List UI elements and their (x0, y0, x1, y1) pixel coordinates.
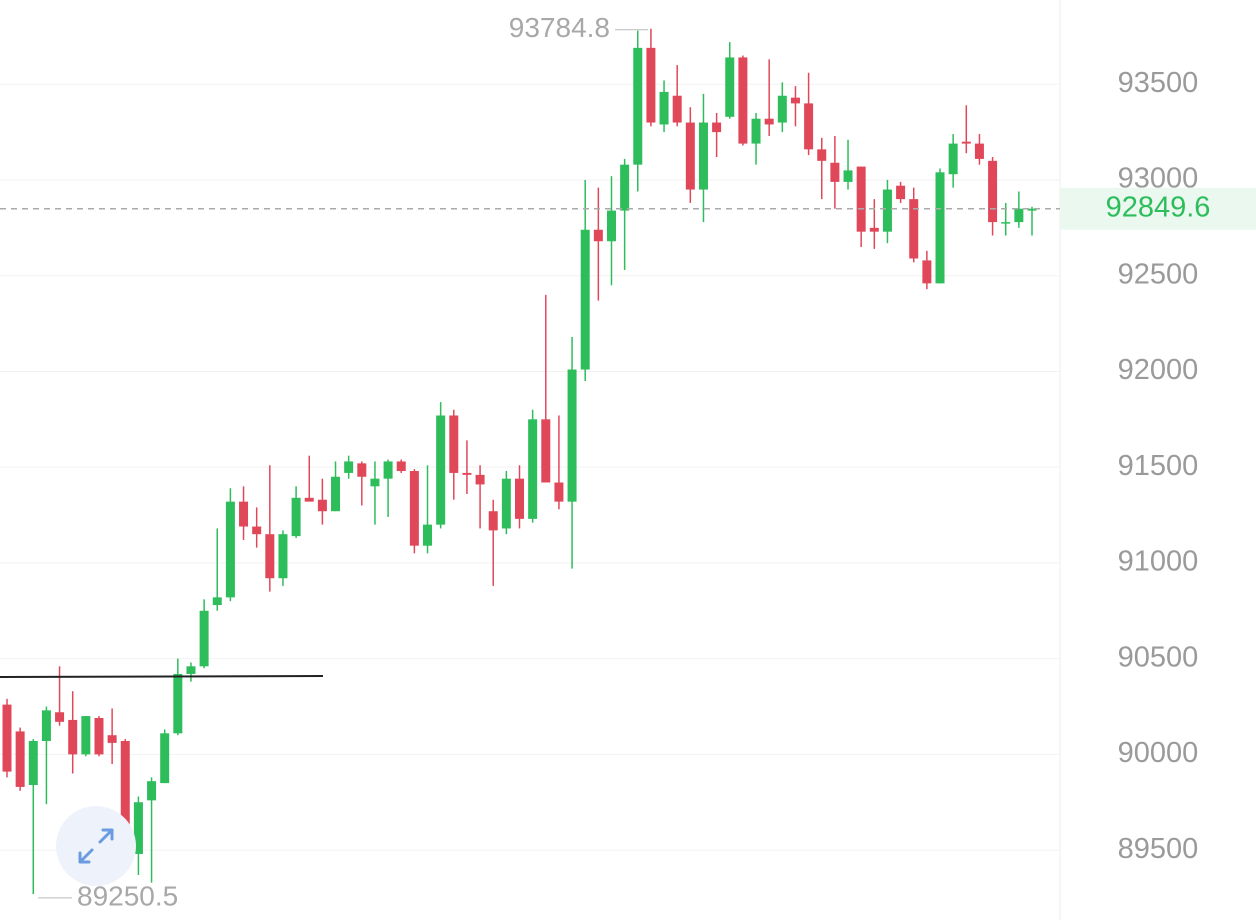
candle-body (528, 419, 538, 519)
candle-body (344, 461, 354, 473)
y-tick-label: 93500 (1118, 67, 1199, 99)
candle-body (515, 478, 524, 519)
candle-body (15, 731, 25, 787)
candle-body (948, 143, 958, 175)
candle-body (961, 141, 971, 144)
candle-body (317, 499, 327, 512)
candle-body (2, 704, 12, 772)
candle-body (449, 415, 459, 473)
drawn-horizontal-line[interactable] (0, 675, 324, 678)
candle-body (659, 91, 669, 125)
candle-body (120, 740, 130, 854)
candle-body (199, 610, 209, 667)
candle-body (225, 501, 235, 598)
candle-body (790, 97, 800, 104)
candle-body (55, 712, 65, 722)
candle-body (698, 122, 708, 190)
candle-body (593, 229, 603, 242)
candle-body (147, 781, 157, 801)
y-tick-label: 92000 (1118, 354, 1199, 386)
candle-body (81, 716, 91, 755)
candle-body (239, 501, 249, 527)
expand-button[interactable] (56, 806, 136, 886)
candle-body (173, 673, 183, 734)
candle-body (620, 164, 630, 211)
candle-body (357, 463, 367, 477)
candle-body (475, 474, 485, 485)
candle-body (817, 149, 827, 161)
candle-body (462, 472, 472, 475)
candle-body (725, 57, 735, 117)
candles (2, 28, 1037, 895)
candle-body (396, 461, 406, 472)
last-price-label: 92849.6 (1106, 191, 1211, 223)
y-tick-label: 90000 (1118, 737, 1199, 769)
candle-body (974, 143, 984, 159)
candle-body (567, 369, 577, 502)
candle-body (554, 482, 564, 502)
candle-body (1027, 208, 1037, 211)
candle-body (646, 47, 656, 123)
candle-body (423, 524, 433, 546)
y-tick-label: 91500 (1118, 450, 1199, 482)
y-tick-label: 92500 (1118, 258, 1199, 290)
y-tick-label: 89500 (1118, 833, 1199, 865)
candle-body (133, 802, 143, 854)
candle-body (252, 526, 262, 535)
candle-body (94, 718, 104, 755)
candle-body (751, 118, 761, 144)
candle-body (935, 172, 945, 284)
candle-body (370, 478, 380, 487)
candle-body (383, 461, 393, 479)
candle-body (843, 170, 853, 182)
candle-body (909, 199, 919, 259)
candle-body (882, 189, 892, 232)
candle-body (68, 719, 78, 755)
candle-body (633, 47, 643, 165)
candle-body (830, 162, 840, 182)
candle-body (685, 122, 695, 190)
candle-body (28, 740, 38, 786)
y-tick-label: 90500 (1118, 641, 1199, 673)
candle-body (541, 419, 551, 483)
last-price-badge (1060, 187, 1256, 230)
candle-body (856, 166, 866, 232)
candle-body (107, 735, 117, 743)
candle-body (712, 122, 722, 133)
grid: 8950090000905009100091500920009250093000… (0, 67, 1198, 865)
y-tick-label: 91000 (1118, 546, 1199, 578)
candle-body (278, 534, 288, 579)
candle-body (291, 497, 301, 537)
candle-body (160, 733, 170, 784)
candle-body (672, 95, 682, 123)
candle-body (606, 210, 616, 242)
candle-body (1001, 222, 1011, 224)
candle-body (212, 597, 222, 606)
candle-body (409, 471, 419, 546)
candle-body (580, 229, 590, 370)
high-label: 93784.8 (509, 12, 610, 43)
candle-body (777, 95, 787, 123)
candle-body (265, 534, 275, 579)
candle-body (804, 103, 814, 150)
candle-body (436, 415, 446, 525)
candle-body (896, 185, 906, 200)
expand-icon[interactable] (78, 828, 114, 864)
candle-body (41, 710, 51, 741)
candle-body (988, 160, 998, 223)
candle-body (922, 260, 932, 284)
candle-body (331, 476, 341, 512)
candle-body (869, 227, 879, 232)
expand-circle[interactable] (56, 806, 136, 886)
candle-body (501, 478, 511, 529)
candle-body (764, 118, 774, 125)
candle-body (738, 57, 748, 144)
candle-body (488, 511, 498, 531)
candle-body (186, 666, 196, 674)
candle-body (304, 497, 314, 502)
candle-body (1014, 208, 1024, 223)
